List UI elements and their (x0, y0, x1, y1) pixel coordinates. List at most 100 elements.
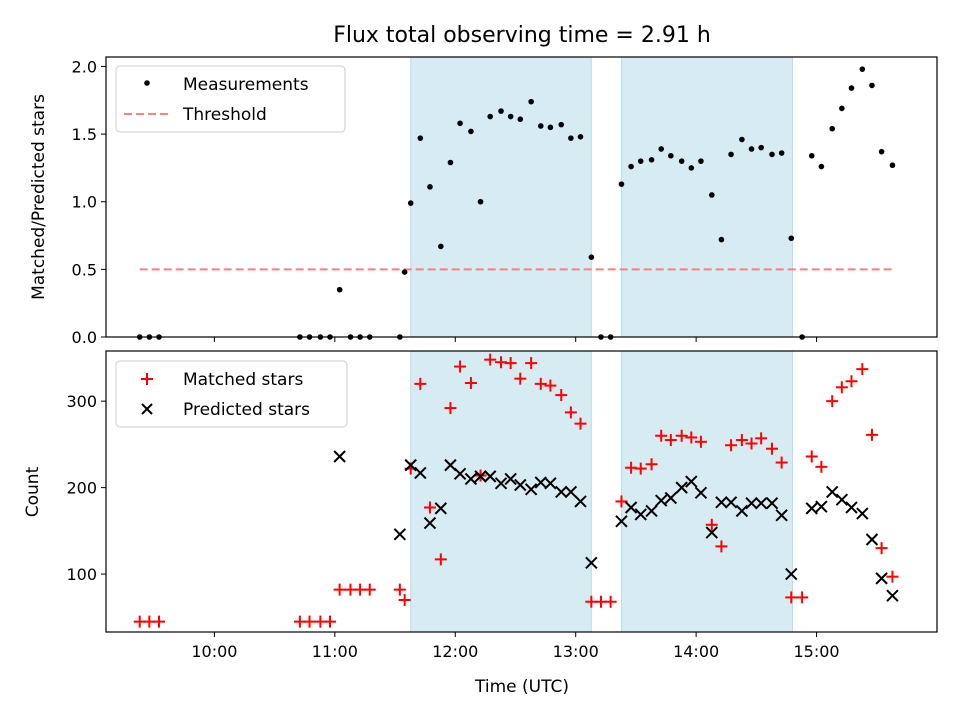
matched-star-point (525, 357, 538, 370)
matched-star-point (875, 542, 888, 555)
predicted-star-point (826, 485, 839, 499)
observing-window (620, 350, 793, 633)
measurement-point (498, 108, 504, 114)
top-observing-windows (410, 56, 793, 338)
matched-star-point (685, 431, 698, 444)
matched-star-point (464, 376, 477, 389)
predicted-star-point (785, 567, 798, 581)
legend-label-measurements: Measurements (183, 75, 309, 95)
predicted-star-point (886, 589, 899, 602)
predicted-star-point (414, 466, 427, 480)
y-tick-label: 200 (66, 479, 97, 498)
x-tick-label: 12:00 (432, 642, 478, 661)
predicted-star-point (514, 478, 527, 492)
y-tick-label: 0.0 (72, 328, 97, 347)
legend-marker-matched (141, 373, 153, 385)
measurement-point (447, 159, 454, 166)
x-tick-label: 13:00 (553, 642, 599, 661)
matched-star-point (615, 495, 628, 508)
observing-window (410, 350, 592, 633)
top-legend-box (115, 65, 346, 133)
figure-title: Flux total observing time = 2.91 h (333, 23, 711, 48)
matched-star-point (454, 360, 467, 373)
predicted-star-point (574, 495, 587, 508)
predicted-star-point (483, 470, 497, 483)
y-tick-label: 0.5 (72, 260, 97, 279)
predicted-star-point (504, 472, 517, 486)
predicted-star-point (875, 572, 888, 585)
predicted-star-point (564, 485, 578, 499)
measurement-point (588, 254, 595, 260)
predicted-star-point (675, 481, 688, 494)
measurement-point (417, 135, 424, 141)
measurement-point (708, 192, 715, 198)
top-axes-frame (105, 56, 938, 338)
predicted-star-point (865, 533, 879, 546)
measurement-point (336, 286, 343, 293)
matched-star-point (886, 570, 899, 583)
matched-star-point (865, 428, 878, 441)
predicted-star-point (775, 509, 788, 522)
matched-star-point (645, 458, 658, 471)
predicted-star-point (685, 475, 698, 488)
measurement-point (748, 146, 755, 152)
y-tick-label: 100 (66, 565, 97, 584)
measurement-point (758, 144, 764, 151)
predicted-star-point (805, 502, 818, 515)
matched-star-point (324, 615, 337, 628)
matched-star-point (564, 406, 577, 419)
measurement-point (528, 98, 534, 105)
predicted-star-point (544, 477, 557, 490)
measurement-point (848, 85, 855, 91)
bottom-y-ticks: 100 200 300 (66, 392, 106, 584)
bottom-y-axis-label: Count (23, 466, 43, 517)
matched-star-point (544, 379, 557, 392)
x-tick-label: 10:00 (191, 642, 237, 661)
legend-label-threshold: Threshold (182, 105, 267, 125)
matched-star-point (815, 460, 828, 473)
measurement-point (839, 105, 845, 112)
legend-marker-predicted (141, 403, 153, 415)
predicted-star-point (464, 472, 478, 486)
bottom-legend-box (115, 360, 348, 428)
predicted-star-point (404, 458, 417, 472)
measurement-point (769, 151, 775, 158)
predicted-star-point (434, 502, 448, 515)
measurement-point (468, 128, 474, 135)
legend-label-matched: Matched stars (183, 370, 303, 390)
matched-star-point (414, 377, 427, 390)
y-tick-label: 1.0 (72, 193, 97, 212)
observing-window (410, 56, 592, 338)
measurement-point (889, 162, 896, 169)
predicted-star-point (494, 477, 508, 490)
measurement-point (438, 243, 444, 250)
matched-star-point (574, 417, 587, 430)
matched-star-point (856, 363, 869, 376)
matched-star-point (785, 591, 798, 604)
measurement-point (878, 148, 885, 155)
matched-star-point (393, 583, 406, 596)
predicted-star-point (815, 500, 828, 513)
top-x-ticks (213, 337, 818, 342)
predicted-star-point (624, 501, 638, 514)
matched-star-point (675, 429, 688, 442)
measurement-point (547, 124, 554, 131)
measurement-point (859, 66, 866, 72)
y-tick-label: 1.5 (72, 125, 97, 144)
measurement-point (457, 120, 463, 127)
measurement-point (658, 146, 665, 152)
predicted-star-point (634, 508, 647, 521)
matched-star-point (484, 353, 497, 366)
predicted-star-point (585, 556, 598, 570)
predicted-star-point (856, 507, 869, 520)
predicted-star-point (654, 494, 668, 507)
matched-star-point (664, 434, 677, 447)
matched-star-point (725, 439, 738, 452)
measurement-point (401, 269, 408, 275)
measurement-point (537, 123, 544, 129)
ratio-panel: 0.00.51.01.52.0 Matched/Predicted stars … (29, 56, 938, 347)
measurement-point (718, 236, 725, 243)
predicted-star-point (664, 491, 678, 505)
matched-star-point (845, 375, 858, 388)
measurement-point (818, 163, 825, 170)
